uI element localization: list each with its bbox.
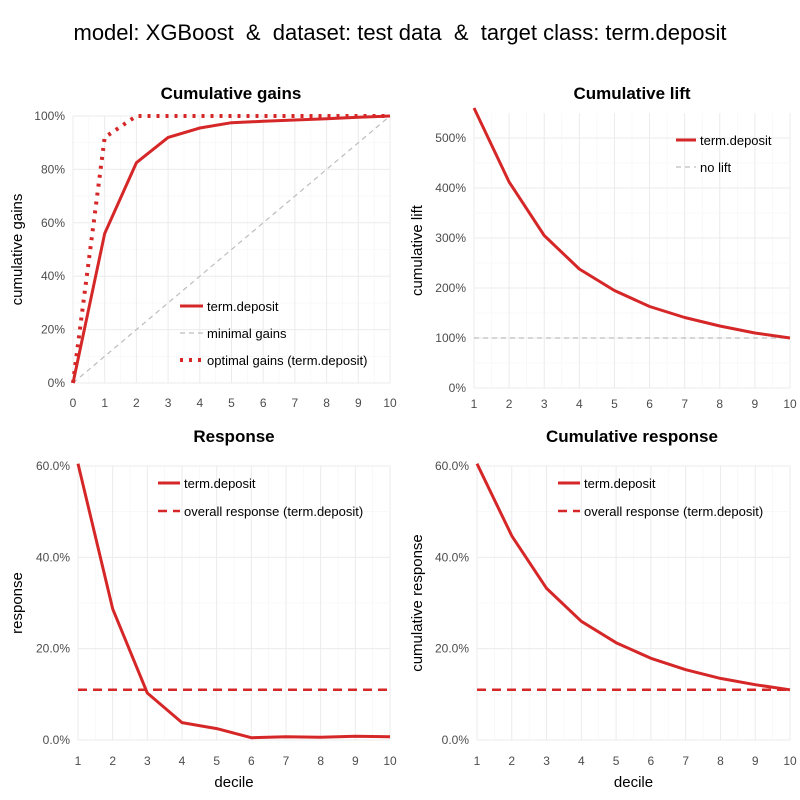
series-line-term-deposit — [71, 114, 391, 384]
legend-label: no lift — [700, 160, 731, 175]
x-tick-label: 7 — [681, 397, 688, 411]
y-tick-label: 20% — [41, 323, 65, 337]
x-tick-label: 9 — [355, 396, 362, 410]
x-tick-label: 6 — [648, 754, 655, 768]
chart-panel-1: 0% 20% 40% 60% 80% 100% 0 1 2 3 4 5 6 7 8 9 10 Cumulative… — [9, 84, 397, 410]
x-tick-label: 3 — [144, 754, 151, 768]
y-tick-label: 100% — [34, 109, 65, 123]
y-tick-label: 40.0% — [36, 550, 70, 564]
legend-label: minimal gains — [207, 326, 287, 341]
y-tick-label: 40.0% — [435, 550, 469, 564]
y-tick-label: 20.0% — [36, 642, 70, 656]
legend-label: overall response (term.deposit) — [584, 504, 763, 519]
y-axis-label: cumulative lift — [409, 204, 426, 296]
x-axis-label: decile — [214, 774, 253, 791]
y-tick-label: 60% — [41, 216, 65, 230]
y-tick-label: 0% — [48, 376, 66, 390]
legend-label: term.deposit — [184, 476, 256, 491]
legend-label: overall response (term.deposit) — [184, 504, 363, 519]
x-tick-label: 4 — [196, 396, 203, 410]
y-tick-label: 300% — [435, 231, 466, 245]
x-tick-label: 10 — [783, 754, 797, 768]
y-tick-label: 20.0% — [435, 642, 469, 656]
chart-panel-3: 0.0% 20.0% 40.0% 60.0% 1 2 3 4 5 6 7 8 9 10 Response re… — [9, 427, 397, 791]
x-tick-label: 7 — [283, 754, 290, 768]
y-axis-label: cumulative response — [409, 534, 426, 672]
y-tick-label: 40% — [41, 269, 65, 283]
x-tick-label: 9 — [752, 754, 759, 768]
x-tick-label: 1 — [474, 754, 481, 768]
series-line-term-deposit — [76, 463, 391, 740]
x-tick-label: 0 — [70, 396, 77, 410]
y-tick-label: 500% — [435, 131, 466, 145]
y-tick-label: 0.0% — [43, 733, 71, 747]
x-tick-label: 2 — [133, 396, 140, 410]
y-tick-label: 200% — [435, 281, 466, 295]
x-tick-label: 3 — [543, 754, 550, 768]
page-title: model: XGBoost & dataset: test data & ta… — [73, 20, 727, 45]
y-tick-label: 0% — [449, 381, 467, 395]
x-tick-label: 10 — [383, 396, 397, 410]
panel-title: Cumulative response — [546, 427, 718, 446]
x-tick-label: 5 — [228, 396, 235, 410]
series-line-term-deposit — [475, 463, 791, 692]
x-tick-label: 8 — [716, 397, 723, 411]
x-tick-label: 7 — [292, 396, 299, 410]
x-tick-label: 2 — [506, 397, 513, 411]
x-tick-label: 3 — [165, 396, 172, 410]
legend-label: term.deposit — [700, 133, 772, 148]
x-tick-label: 8 — [717, 754, 724, 768]
x-axis-label: decile — [614, 774, 653, 791]
chart-panel-2: 0% 100% 200% 300% 400% 500% 1 2 3 4 5 6 7 8 9 10 Cumulat… — [409, 84, 797, 411]
x-tick-label: 5 — [611, 397, 618, 411]
x-tick-label: 2 — [508, 754, 515, 768]
y-axis-label: response — [9, 572, 26, 634]
x-tick-label: 5 — [213, 754, 220, 768]
y-tick-label: 80% — [41, 162, 65, 176]
y-tick-label: 100% — [435, 331, 466, 345]
x-tick-label: 6 — [646, 397, 653, 411]
x-tick-label: 9 — [752, 397, 759, 411]
panel-title: Cumulative lift — [573, 84, 690, 103]
series-line-term-deposit — [472, 107, 791, 340]
series-line-minimal-gains — [72, 115, 391, 384]
y-tick-label: 0.0% — [442, 733, 470, 747]
legend-label: term.deposit — [584, 476, 656, 491]
panel-title: Response — [193, 427, 274, 446]
x-tick-label: 2 — [109, 754, 116, 768]
x-tick-label: 8 — [317, 754, 324, 768]
x-tick-label: 9 — [352, 754, 359, 768]
x-tick-label: 8 — [323, 396, 330, 410]
legend-label: optimal gains (term.deposit) — [207, 353, 367, 368]
y-axis-label: cumulative gains — [9, 194, 26, 306]
chart-panel-4: 0.0% 20.0% 40.0% 60.0% 1 2 3 4 5 6 7 8 9 10 Cumulative… — [409, 427, 797, 791]
x-tick-label: 1 — [75, 754, 82, 768]
x-tick-label: 10 — [783, 397, 797, 411]
x-tick-label: 4 — [578, 754, 585, 768]
x-tick-label: 7 — [682, 754, 689, 768]
x-tick-label: 6 — [248, 754, 255, 768]
x-tick-label: 10 — [383, 754, 397, 768]
x-tick-label: 5 — [613, 754, 620, 768]
y-tick-label: 400% — [435, 181, 466, 195]
y-tick-label: 60.0% — [435, 459, 469, 473]
x-tick-label: 1 — [101, 396, 108, 410]
x-tick-label: 1 — [471, 397, 478, 411]
legend-label: term.deposit — [207, 299, 279, 314]
x-tick-label: 4 — [576, 397, 583, 411]
panel-title: Cumulative gains — [161, 84, 302, 103]
series-line-optimal-gains-term-deposit- — [71, 114, 390, 384]
x-tick-label: 4 — [179, 754, 186, 768]
x-tick-label: 6 — [260, 396, 267, 410]
y-tick-label: 60.0% — [36, 459, 70, 473]
x-tick-label: 3 — [541, 397, 548, 411]
